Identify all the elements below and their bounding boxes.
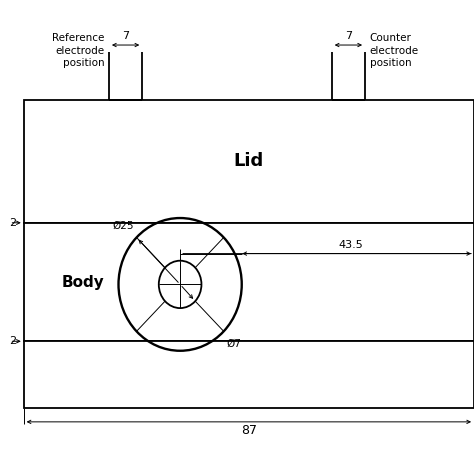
Text: 43.5: 43.5 — [338, 240, 363, 250]
Text: Reference
electrode
position: Reference electrode position — [52, 33, 104, 68]
Bar — [24, 223, 474, 341]
Text: 2: 2 — [9, 218, 17, 228]
Text: Ø25: Ø25 — [113, 220, 134, 230]
Text: Ø7: Ø7 — [226, 338, 241, 348]
Text: 7: 7 — [122, 31, 129, 41]
Text: 7: 7 — [345, 31, 352, 41]
Text: Lid: Lid — [234, 152, 264, 170]
Text: 2: 2 — [9, 336, 17, 346]
Text: Body: Body — [62, 274, 104, 290]
Bar — [24, 100, 474, 223]
Bar — [24, 341, 474, 408]
Text: Counter
electrode
position: Counter electrode position — [370, 33, 419, 68]
Text: 87: 87 — [241, 424, 257, 437]
